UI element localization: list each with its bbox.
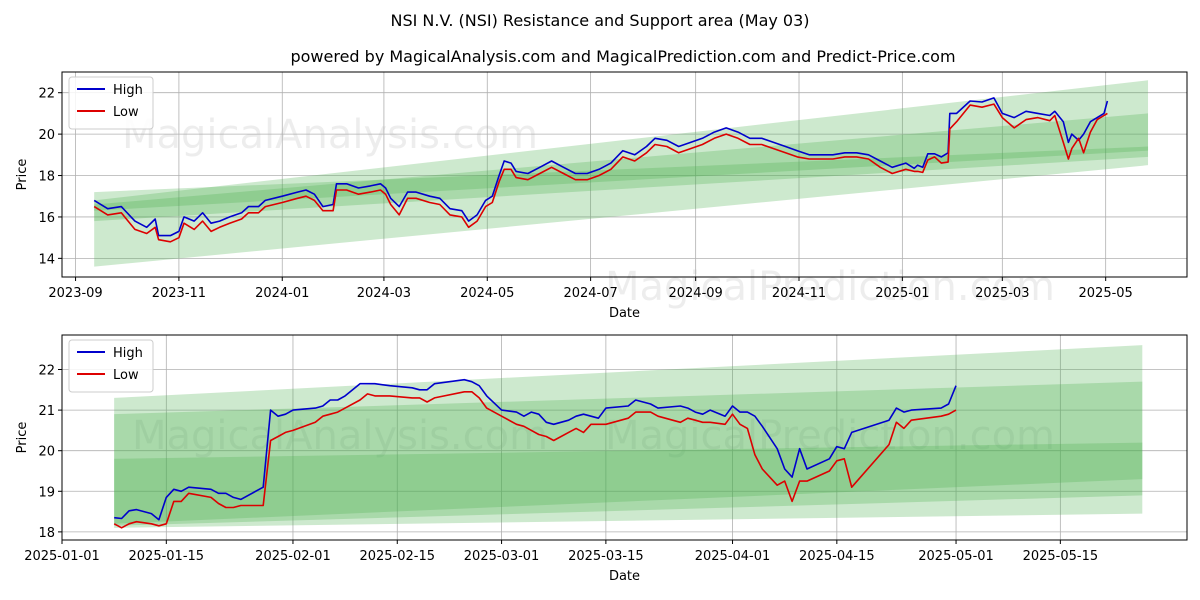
legend-label-high: High <box>113 83 143 98</box>
x-axis-label: Date <box>609 306 640 321</box>
x-tick-label: 2024-03 <box>357 286 411 301</box>
legend-label-low: Low <box>113 368 139 383</box>
x-tick-label: 2025-01-15 <box>129 549 205 564</box>
x-tick-label: 2025-05 <box>1079 286 1133 301</box>
y-tick-label: 22 <box>38 87 55 102</box>
x-tick-label: 2025-01 <box>875 286 929 301</box>
series-line-low <box>113 391 957 529</box>
x-tick-label: 2023-11 <box>152 286 206 301</box>
plot-frame <box>61 334 1188 541</box>
support-resistance-band <box>94 80 1149 211</box>
y-tick-label: 22 <box>38 364 55 379</box>
x-tick-label: 2025-05-01 <box>918 549 994 564</box>
watermark-text: MagicalPrediction.com <box>605 413 1055 459</box>
legend-label-low: Low <box>113 105 139 120</box>
x-tick-label: 2025-02-01 <box>255 549 331 564</box>
x-axis-label: Date <box>609 569 640 584</box>
x-tick-label: 2025-03-01 <box>464 549 540 564</box>
y-axis-label: Price <box>15 422 30 454</box>
plot-frame <box>61 71 1188 278</box>
y-tick-label: 14 <box>38 252 55 267</box>
support-resistance-band <box>94 146 1149 267</box>
watermark-text: MagicalPrediction.com <box>605 264 1055 310</box>
chart-title: NSI N.V. (NSI) Resistance and Support ar… <box>390 11 809 30</box>
y-axis-label: Price <box>15 159 30 191</box>
y-tick-label: 21 <box>38 404 55 419</box>
x-tick-label: 2025-04-15 <box>799 549 875 564</box>
support-resistance-band <box>114 442 1143 528</box>
y-tick-label: 18 <box>38 170 55 185</box>
x-tick-label: 2024-01 <box>255 286 309 301</box>
y-tick-label: 16 <box>38 211 55 226</box>
legend: High Low <box>68 339 154 393</box>
x-tick-label: 2023-09 <box>48 286 102 301</box>
y-tick-label: 18 <box>38 526 55 541</box>
x-tick-label: 2024-11 <box>772 286 826 301</box>
series-line-high <box>114 378 957 521</box>
x-tick-label: 2024-07 <box>563 286 617 301</box>
x-tick-label: 2025-03 <box>975 286 1029 301</box>
x-tick-label: 2025-01-01 <box>24 549 100 564</box>
watermark-text: MagicalAnalysis.com <box>132 413 548 459</box>
series-line-high <box>93 97 1109 237</box>
support-resistance-band <box>114 345 1143 524</box>
series-line-low <box>93 103 1108 243</box>
watermark-text: MagicalAnalysis.com <box>122 112 538 158</box>
x-tick-label: 2024-05 <box>460 286 514 301</box>
y-tick-label: 19 <box>38 485 55 500</box>
support-resistance-band <box>114 381 1143 526</box>
x-tick-label: 2025-02-15 <box>359 549 435 564</box>
y-tick-label: 20 <box>38 445 55 460</box>
legend-label-high: High <box>113 346 143 361</box>
top-panel: MagicalAnalysis.com MagicalPrediction.com… <box>15 71 1188 321</box>
x-tick-label: 2025-04-01 <box>695 549 771 564</box>
bottom-panel: MagicalAnalysis.com MagicalPrediction.com… <box>15 334 1188 584</box>
x-tick-label: 2025-03-15 <box>568 549 644 564</box>
legend: High Low <box>68 76 154 130</box>
y-tick-label: 20 <box>38 128 55 143</box>
x-tick-label: 2024-09 <box>668 286 722 301</box>
x-tick-label: 2025-05-15 <box>1023 549 1099 564</box>
chart-subtitle: powered by MagicalAnalysis.com and Magic… <box>290 47 955 66</box>
